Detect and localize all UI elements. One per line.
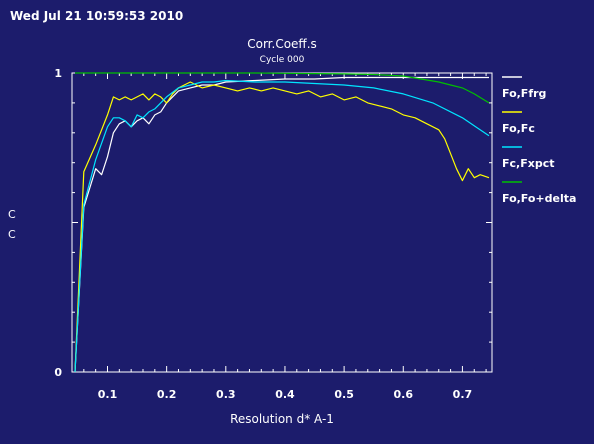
x-axis-label: Resolution d* A-1 (230, 412, 334, 426)
legend-label-fo-ffrg: Fo,Ffrg (502, 87, 546, 100)
chart-title: Corr.Coeff.s (247, 37, 317, 51)
x-tick-label: 0.6 (394, 388, 414, 401)
legend: Fo,Ffrg Fo,Fc Fc,Fxpct Fo,Fo+delta (502, 76, 576, 205)
series-line-fo-fc (74, 81, 490, 373)
y-axis-label-line-1: C (8, 208, 16, 221)
y-tick-label: 0 (54, 366, 62, 379)
x-tick-label: 0.2 (157, 388, 177, 401)
chart-subtitle: Cycle 000 (260, 55, 305, 65)
series-line-fo-fo-delta (75, 72, 490, 104)
legend-label-fo-fc: Fo,Fc (502, 122, 535, 135)
x-tick-label: 0.3 (216, 388, 236, 401)
series-line-fc-fxpct (74, 79, 490, 373)
series-line-fo-ffrg (74, 76, 489, 373)
x-tick-label: 0.5 (334, 388, 354, 401)
timestamp: Wed Jul 21 10:59:53 2010 (10, 9, 183, 23)
legend-label-fc-fxpct: Fc,Fxpct (502, 157, 554, 170)
plot-area: 0.1 0.2 0.3 0.4 0.5 0.6 0.7 0 1 (54, 67, 493, 401)
y-tick-label: 1 (54, 67, 62, 80)
x-tick-label: 0.1 (98, 388, 118, 401)
y-axis-label-line-2: C (8, 228, 16, 241)
legend-label-fo-fo-delta: Fo,Fo+delta (502, 192, 576, 205)
x-tick-label: 0.4 (275, 388, 295, 401)
x-tick-label: 0.7 (453, 388, 473, 401)
